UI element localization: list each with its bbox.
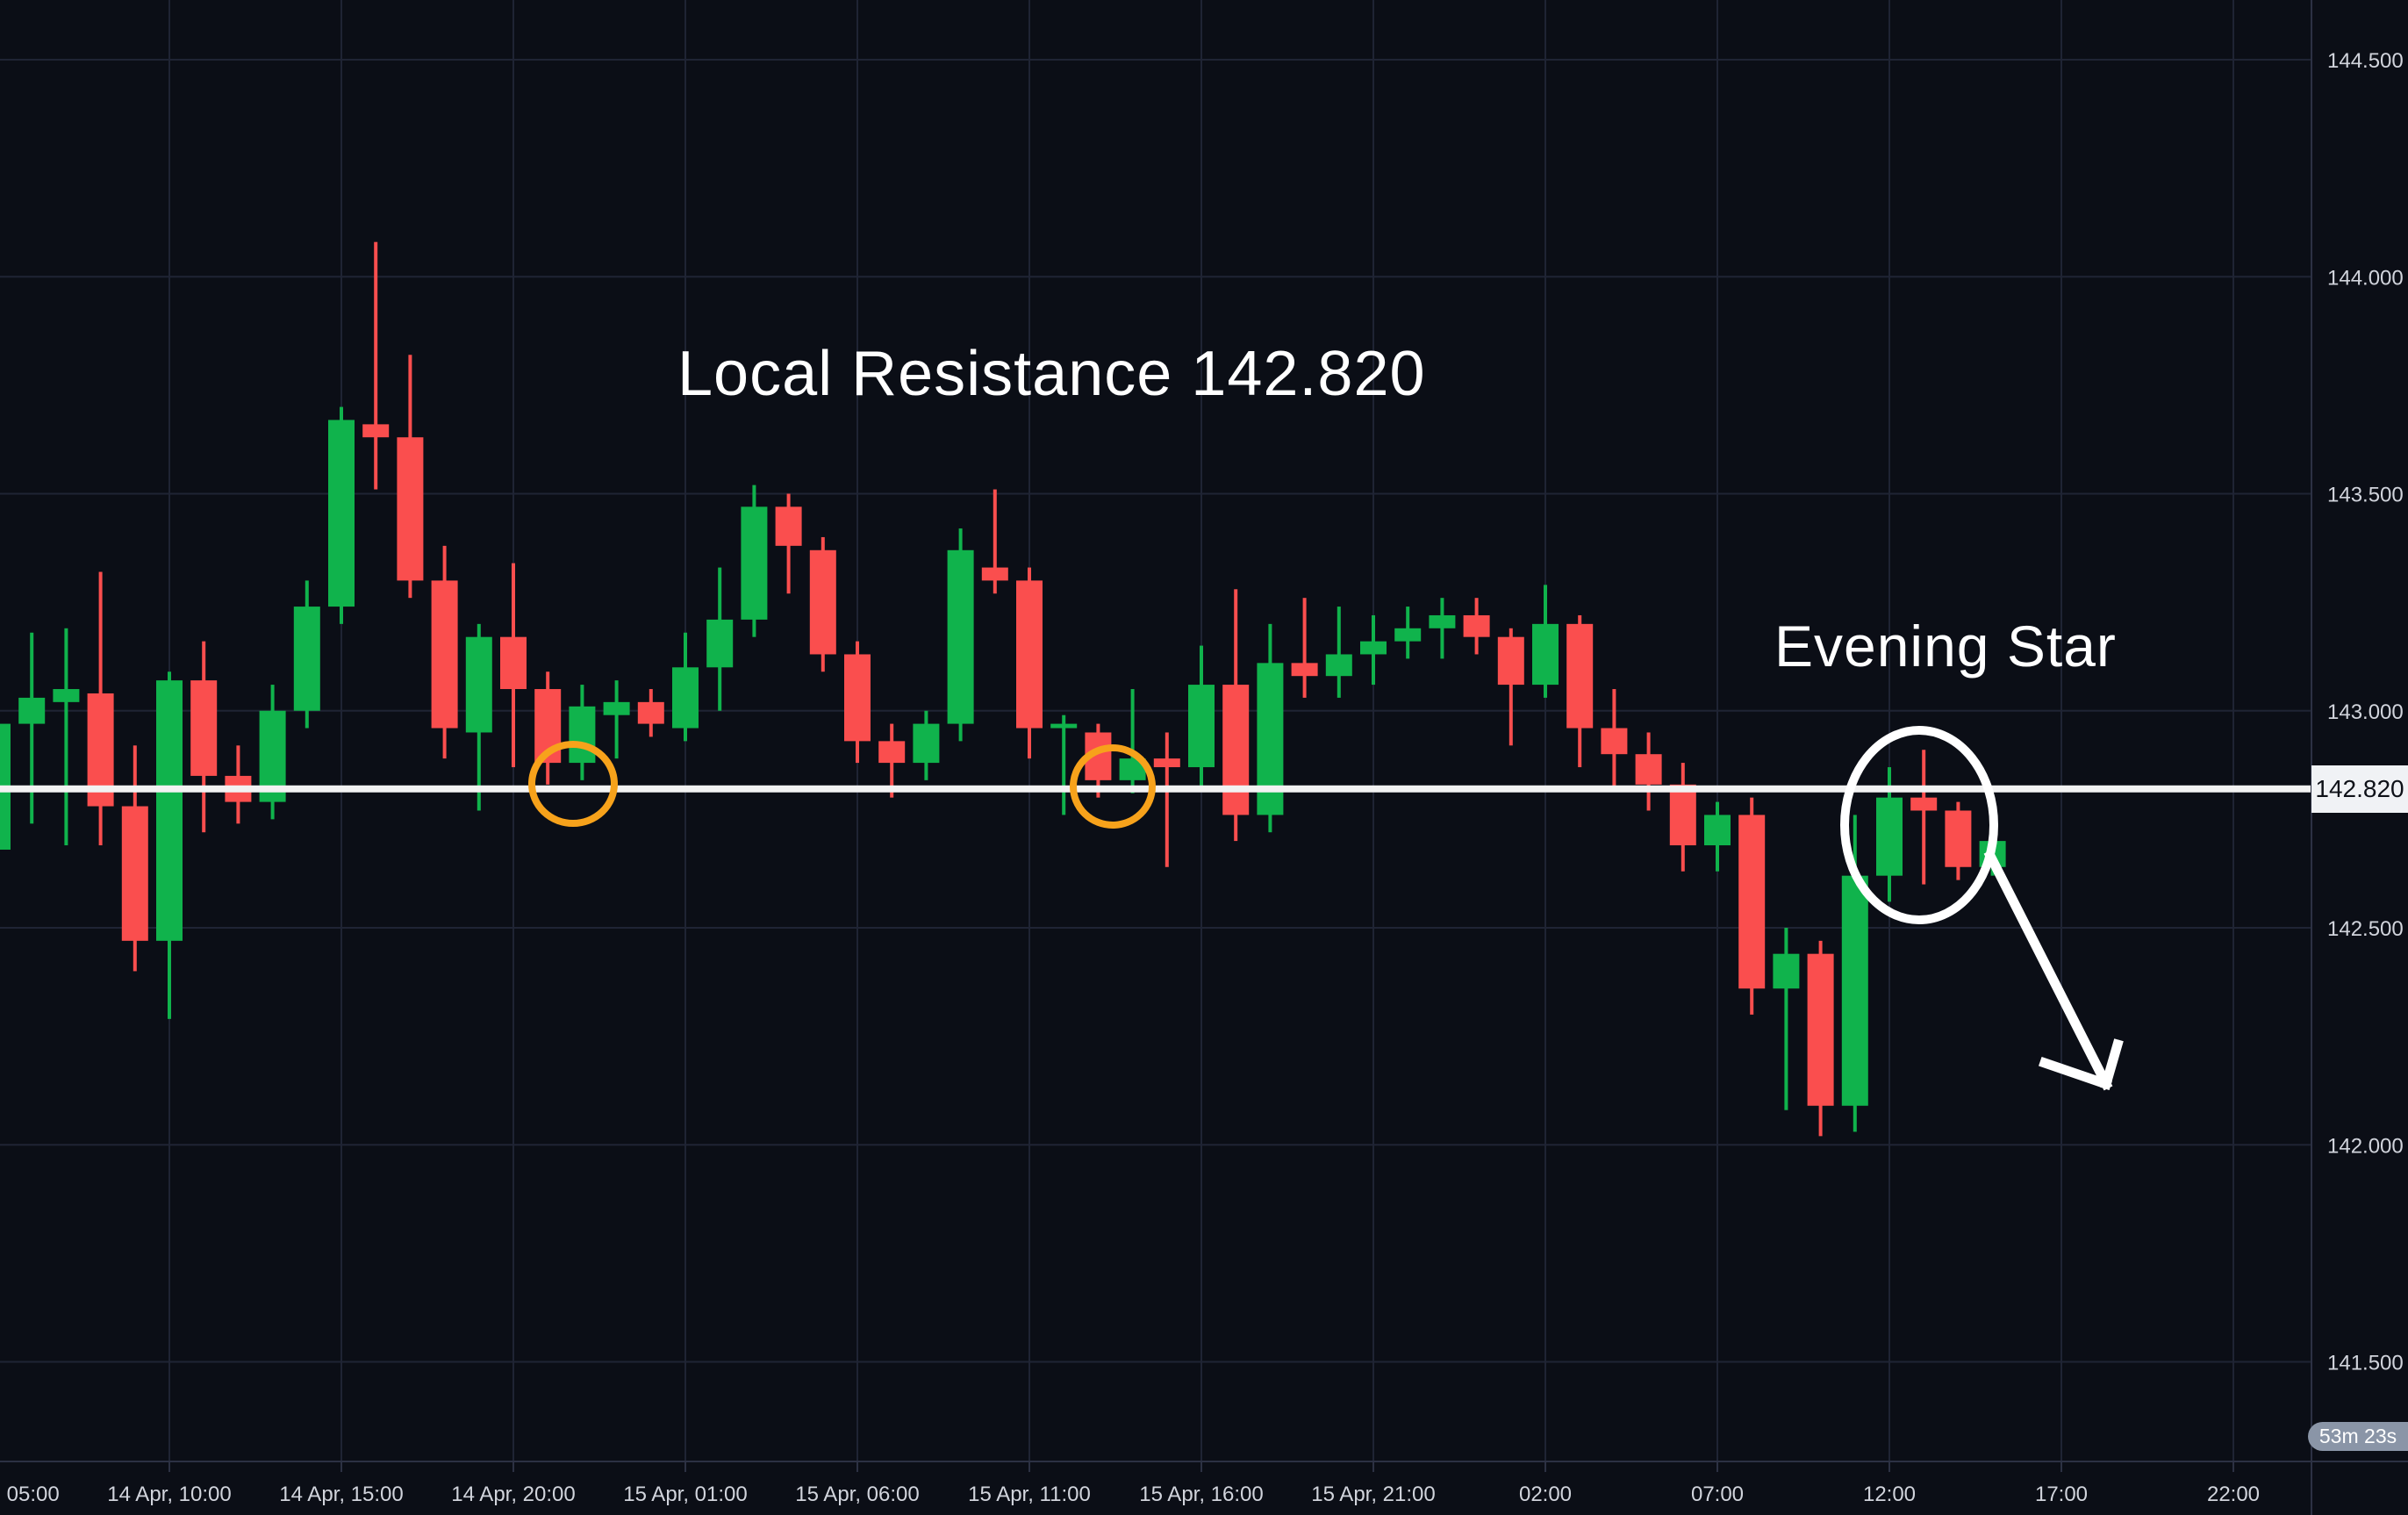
- candle-body: [500, 636, 527, 690]
- candle-body: [1704, 815, 1731, 846]
- price-axis-label[interactable]: 142.500: [2327, 917, 2404, 941]
- candle-body: [1876, 797, 1903, 876]
- candle-wick: [1784, 928, 1788, 1110]
- candle-body: [1188, 685, 1215, 768]
- candle-body: [53, 689, 80, 702]
- candle-wick: [614, 680, 619, 759]
- candle-body: [603, 701, 630, 715]
- time-axis-label[interactable]: 14 Apr, 15:00: [279, 1483, 403, 1506]
- candle-wick: [1302, 598, 1307, 698]
- candle-body: [18, 697, 46, 724]
- candle-body: [465, 636, 492, 733]
- time-axis-label[interactable]: 14 Apr, 05:00: [0, 1483, 60, 1506]
- candle-body: [1291, 663, 1318, 677]
- candle-body: [1635, 754, 1662, 785]
- candle-wick: [64, 628, 68, 846]
- candle-wick: [1337, 607, 1341, 698]
- candle-body: [1153, 758, 1180, 768]
- candle-countdown-badge: 53m 23s: [2308, 1422, 2408, 1451]
- candle-body: [1394, 628, 1422, 642]
- candle-wick: [1165, 732, 1169, 867]
- time-axis-label[interactable]: 17:00: [2035, 1483, 2088, 1506]
- candle-body: [1429, 614, 1456, 628]
- candle-body: [706, 619, 734, 668]
- time-axis-label[interactable]: 15 Apr, 06:00: [795, 1483, 919, 1506]
- candle-body: [1532, 623, 1559, 686]
- candle-body: [1222, 685, 1250, 815]
- candle-body: [1360, 641, 1387, 655]
- candle-body: [362, 424, 390, 438]
- candle-body: [1566, 623, 1594, 729]
- candle-body: [809, 549, 836, 655]
- candle-body: [1016, 580, 1043, 729]
- candle-body: [569, 706, 596, 764]
- candle-body: [981, 567, 1008, 581]
- price-axis-label[interactable]: 144.500: [2327, 49, 2404, 73]
- resistance-annotation-text[interactable]: Local Resistance 142.820: [677, 339, 1426, 409]
- candle-body: [741, 506, 768, 620]
- candle-body: [190, 680, 218, 776]
- candle-body: [328, 420, 355, 607]
- candle-wick: [993, 489, 997, 594]
- price-axis-label[interactable]: 141.500: [2327, 1352, 2404, 1375]
- time-axis-label[interactable]: 14 Apr, 20:00: [451, 1483, 575, 1506]
- time-axis-label[interactable]: 14 Apr, 10:00: [107, 1483, 231, 1506]
- candle-body: [672, 667, 699, 729]
- candle-body: [156, 680, 183, 941]
- evening-star-highlight-ellipse[interactable]: [1840, 726, 1998, 924]
- candle-body: [1945, 810, 1972, 867]
- price-axis-label[interactable]: 144.000: [2327, 266, 2404, 290]
- price-axis-label[interactable]: 143.500: [2327, 484, 2404, 507]
- candle-body: [1807, 953, 1834, 1106]
- time-axis-label[interactable]: 22:00: [2207, 1483, 2260, 1506]
- candle-body: [844, 654, 871, 742]
- candle-body: [878, 741, 906, 764]
- candle-body: [431, 580, 458, 729]
- candle-wick: [1509, 628, 1513, 746]
- resistance-touch-highlight-circle[interactable]: [528, 741, 618, 827]
- resistance-horizontal-line[interactable]: [0, 785, 2311, 793]
- time-axis-label[interactable]: 15 Apr, 01:00: [623, 1483, 747, 1506]
- candle-wick: [30, 632, 34, 824]
- candle-body: [1738, 815, 1766, 989]
- candle-body: [637, 701, 664, 724]
- candle-body: [1669, 784, 1696, 846]
- time-axis-label[interactable]: 15 Apr, 11:00: [968, 1483, 1091, 1506]
- candle-body: [1325, 654, 1352, 677]
- candle-body: [1497, 636, 1524, 686]
- candle-body: [121, 806, 148, 941]
- resistance-touch-highlight-circle[interactable]: [1070, 744, 1156, 829]
- candles-layer[interactable]: [0, 241, 2006, 1137]
- time-axis-label[interactable]: 02:00: [1519, 1483, 1572, 1506]
- price-axis-label[interactable]: 142.000: [2327, 1134, 2404, 1158]
- grid-layer: [0, 0, 2311, 1461]
- time-axis-label[interactable]: 15 Apr, 21:00: [1311, 1483, 1435, 1506]
- candle-body: [775, 506, 802, 546]
- drawings-layer[interactable]: [528, 726, 2124, 1091]
- resistance-price-axis-label: 142.820: [2311, 765, 2408, 813]
- candle-body: [1463, 614, 1490, 637]
- bearish-down-arrow[interactable]: [1983, 849, 2124, 1091]
- candle-body: [397, 437, 424, 581]
- candle-body: [1050, 723, 1078, 729]
- candle-body: [1601, 728, 1628, 755]
- candle-body: [1841, 875, 1868, 1106]
- candle-wick: [374, 241, 378, 490]
- time-axis-label[interactable]: 15 Apr, 16:00: [1139, 1483, 1263, 1506]
- candle-body: [293, 607, 320, 711]
- evening-star-annotation-text[interactable]: Evening Star: [1774, 614, 2117, 679]
- candle-wick: [1130, 689, 1135, 793]
- candle-wick: [1922, 750, 1926, 885]
- time-axis-label[interactable]: 12:00: [1863, 1483, 1916, 1506]
- price-axis-label[interactable]: 143.000: [2327, 700, 2404, 724]
- candle-wick: [1062, 714, 1066, 815]
- candle-body: [1910, 797, 1938, 811]
- time-axis-label[interactable]: 07:00: [1691, 1483, 1744, 1506]
- candle-body: [913, 723, 940, 764]
- candle-body: [1773, 953, 1800, 989]
- candle-body: [947, 549, 974, 724]
